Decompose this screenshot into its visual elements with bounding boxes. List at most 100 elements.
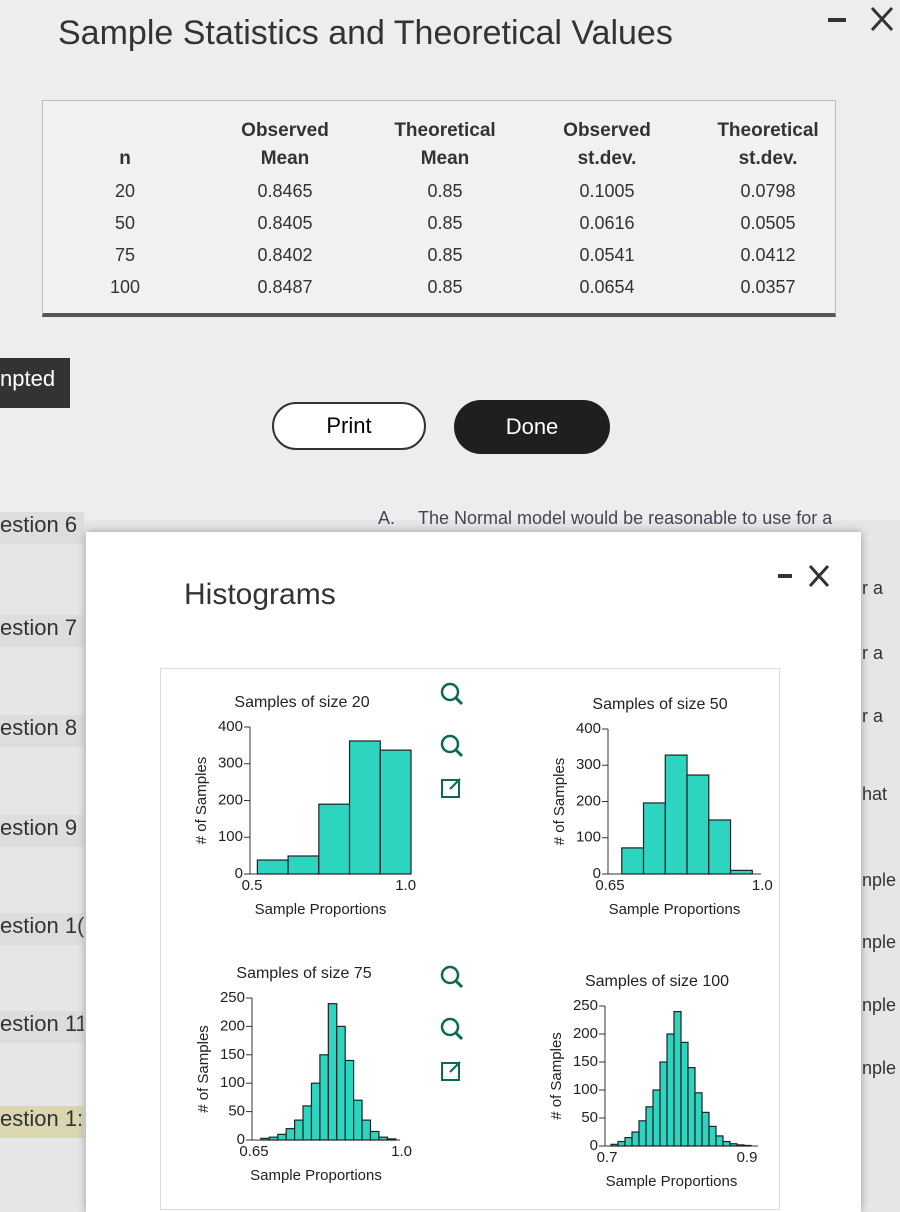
column-header: Theoretical xyxy=(394,120,496,141)
right-edge-text: r a xyxy=(862,706,884,726)
histogram-bar xyxy=(701,1111,710,1147)
histogram-bar xyxy=(327,1003,338,1141)
window-title: Sample Statistics and Theoretical Values xyxy=(58,14,673,52)
expand-icon[interactable] xyxy=(441,1061,461,1081)
right-edge-text: nple xyxy=(862,1058,897,1078)
table-cell: 0.0798 xyxy=(740,181,796,201)
x-axis-label: Sample Proportions xyxy=(255,901,387,918)
zoom-icon[interactable] xyxy=(440,682,464,706)
zoom-icon[interactable] xyxy=(440,1017,464,1041)
y-tick-label: 200 xyxy=(576,792,601,809)
x-tick-label: 1.0 xyxy=(752,877,773,894)
expand-icon[interactable] xyxy=(441,778,461,798)
y-tick-label: 200 xyxy=(220,1017,245,1034)
zoom-icon[interactable] xyxy=(440,965,464,989)
column-header: n xyxy=(119,148,131,169)
sidebar-item[interactable]: estion 9 xyxy=(0,815,84,847)
histogram-bar xyxy=(310,1082,321,1141)
right-edge-text: hat xyxy=(862,784,888,804)
column-header: Observed xyxy=(241,120,329,141)
histogram-bar xyxy=(659,1061,668,1147)
histogram-bar xyxy=(260,1137,270,1141)
x-tick-label: 0.5 xyxy=(242,877,263,894)
sidebar-item[interactable]: estion 11 xyxy=(0,1011,84,1043)
y-tick-label: 100 xyxy=(576,829,601,846)
histogram-bar xyxy=(708,819,732,875)
histogram-bar xyxy=(686,774,710,875)
table-cell: 0.85 xyxy=(427,245,463,265)
y-tick-label: 0 xyxy=(590,1137,598,1154)
histogram-bar xyxy=(743,1144,752,1147)
table-cell: 0.8402 xyxy=(257,245,313,265)
sidebar-item[interactable]: npted xyxy=(0,358,70,408)
y-axis-label: # of Samples xyxy=(193,757,210,845)
histogram-bar xyxy=(645,1106,654,1147)
zoom-icon[interactable] xyxy=(440,734,464,758)
chart-title: Samples of size 50 xyxy=(592,696,727,713)
table-cell: 0.0412 xyxy=(740,245,796,265)
table-cell: 0.0616 xyxy=(579,213,635,233)
histogram-bar xyxy=(378,1136,388,1141)
histogram-bar xyxy=(624,1136,633,1147)
y-tick-label: 50 xyxy=(228,1103,245,1120)
histogram-bar xyxy=(285,1128,296,1141)
table-cell: 0.0357 xyxy=(740,277,796,297)
x-tick-label: 1.0 xyxy=(391,1143,412,1160)
y-tick-label: 100 xyxy=(573,1081,598,1098)
y-tick-label: 200 xyxy=(218,791,243,808)
histogram-bar xyxy=(318,803,351,875)
answer-option: A. xyxy=(378,508,396,528)
x-tick-label: 0.65 xyxy=(595,877,624,894)
histogram-bar xyxy=(256,859,289,875)
right-edge-text: nple xyxy=(862,995,897,1015)
x-tick-label: 0.9 xyxy=(737,1149,758,1166)
y-tick-label: 100 xyxy=(220,1074,245,1091)
histogram-bar xyxy=(336,1025,346,1141)
right-edge-text: nple xyxy=(862,870,897,890)
sidebar-item[interactable]: estion 7 xyxy=(0,615,84,647)
table-cell: 0.85 xyxy=(427,277,463,297)
histogram-bar xyxy=(664,754,688,875)
window-controls[interactable] xyxy=(820,2,900,36)
stats-table xyxy=(42,100,836,317)
y-tick-label: 0 xyxy=(237,1131,245,1148)
right-edge-text: nple xyxy=(862,932,897,952)
histogram-bar xyxy=(344,1059,355,1141)
y-tick-label: 200 xyxy=(573,1025,598,1042)
histogram-bar xyxy=(722,1140,731,1147)
x-axis-label: Sample Proportions xyxy=(606,1173,738,1190)
right-edge-text: r a xyxy=(862,578,884,598)
column-header: st.dev. xyxy=(577,148,637,169)
histogram-bar xyxy=(287,855,320,875)
sidebar-item[interactable]: estion 1: xyxy=(0,1106,84,1138)
histogram-bar xyxy=(736,1144,745,1147)
table-cell: 0.8405 xyxy=(257,213,313,233)
histogram-window-controls[interactable] xyxy=(770,560,840,590)
histogram-bar xyxy=(610,1143,619,1147)
histogram-bar xyxy=(369,1130,380,1141)
y-axis-label: # of Samples xyxy=(551,758,568,846)
print-button[interactable]: Print xyxy=(272,402,426,450)
histogram-bar xyxy=(361,1119,372,1141)
table-cell: 0.1005 xyxy=(579,181,635,201)
table-cell: 0.8465 xyxy=(257,181,313,201)
table-cell: 0.85 xyxy=(427,181,463,201)
chart-title: Samples of size 100 xyxy=(585,973,729,990)
y-tick-label: 0 xyxy=(235,865,243,882)
histograms-title: Histograms xyxy=(184,578,336,611)
chart-title: Samples of size 75 xyxy=(236,965,371,982)
column-header: Mean xyxy=(260,148,310,169)
histogram-bar xyxy=(694,1092,703,1147)
sidebar-item[interactable]: estion 1( xyxy=(0,913,84,945)
y-tick-label: 300 xyxy=(576,756,601,773)
histogram-bar xyxy=(687,1066,696,1147)
done-button[interactable]: Done xyxy=(454,400,610,454)
histogram-bar xyxy=(386,1138,397,1141)
histogram-bar xyxy=(348,740,381,875)
y-tick-label: 0 xyxy=(593,865,601,882)
sidebar-item[interactable]: estion 8 xyxy=(0,715,84,747)
right-edge-text: r a xyxy=(862,643,884,663)
sidebar-item[interactable]: estion 6 xyxy=(0,512,84,544)
